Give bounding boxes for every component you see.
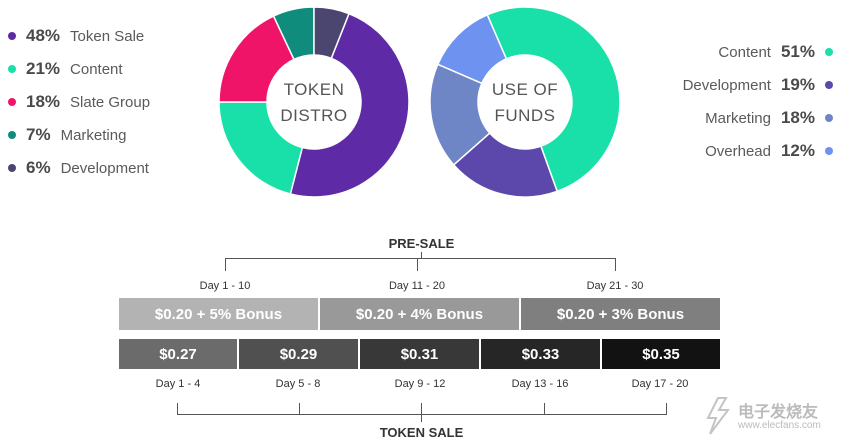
pre-sale-tick-3 [615, 258, 616, 271]
token-sale-tick-4 [544, 403, 545, 415]
token-distro-legend-label: Token Sale [70, 27, 145, 45]
use-of-funds-legend-label: Marketing [705, 109, 771, 127]
pre-sale-price-2: $0.20 + 4% Bonus [320, 298, 519, 330]
token-sale-tick-3 [421, 403, 422, 415]
token-distro-legend-item-token-sale: 48% Token Sale [8, 24, 144, 48]
use-of-funds-legend-dot [825, 81, 833, 89]
use-of-funds-legend-dot [825, 114, 833, 122]
pre-sale-period-1: Day 1 - 10 [199, 280, 251, 292]
token-sale-tick-5 [666, 403, 667, 415]
token-sale-bracket [177, 414, 667, 415]
token-distro-donut [218, 6, 410, 198]
use-of-funds-title-line2: FUNDS [494, 106, 555, 125]
token-distro-legend-dot [8, 98, 16, 106]
token-distro-legend-item-development: 6% Development [8, 156, 149, 180]
token-sale-period-1: Day 1 - 4 [155, 378, 201, 390]
token-distro-legend-value: 7% [26, 125, 51, 144]
use-of-funds-slice-content [486, 6, 621, 193]
token-distro-legend-value: 18% [26, 92, 61, 111]
token-distro-legend-label: Slate Group [70, 93, 151, 111]
pre-sale-period-3: Day 21 - 30 [586, 280, 644, 292]
token-distro-legend-dot [8, 65, 16, 73]
token-sale-price-3: $0.31 [360, 339, 479, 369]
pre-sale-tick-2 [417, 258, 418, 271]
watermark-title: 电子发烧友 [738, 404, 819, 421]
watermark: 电子发烧友 www.elecfans.com [700, 392, 840, 442]
token-sale-period-4: Day 13 - 16 [511, 378, 569, 390]
use-of-funds-legend-value: 19% [780, 75, 815, 94]
pre-sale-period-2: Day 11 - 20 [388, 280, 446, 292]
token-distro-legend-value: 48% [26, 26, 61, 45]
use-of-funds-legend-value: 18% [780, 108, 815, 127]
token-distro-title-line1: TOKEN [284, 80, 345, 99]
pre-sale-tick-1 [225, 258, 226, 271]
token-distro-slice-development [313, 6, 350, 60]
use-of-funds-legend-item-development: Development 19% [640, 73, 833, 97]
token-distro-legend-item-marketing: 7% Marketing [8, 123, 126, 147]
token-distro-legend-label: Development [60, 159, 149, 177]
token-sale-title: TOKEN SALE [379, 425, 464, 440]
token-sale-price-5: $0.35 [602, 339, 720, 369]
donut-charts: TOKEN DISTRO USE OF FUNDS [218, 6, 621, 198]
pre-sale-price-1: $0.20 + 5% Bonus [119, 298, 318, 330]
pre-sale-title: PRE-SALE [388, 236, 455, 251]
token-distro-legend-dot [8, 32, 16, 40]
token-distro-legend-label: Content [70, 60, 123, 78]
token-distro-slice-token-sale [289, 12, 410, 198]
token-distro-slice-content [218, 101, 304, 195]
token-sale-period-5: Day 17 - 20 [631, 378, 689, 390]
pre-sale-price-3: $0.20 + 3% Bonus [521, 298, 720, 330]
token-distro-legend-value: 21% [26, 59, 61, 78]
use-of-funds-legend-value: 12% [780, 141, 815, 160]
token-distro-legend-item-content: 21% Content [8, 57, 123, 81]
token-sale-period-2: Day 5 - 8 [275, 378, 321, 390]
use-of-funds-donut [429, 6, 621, 198]
pre-sale-bracket [225, 258, 616, 259]
pre-sale-connector [421, 252, 422, 258]
token-distro-legend-label: Marketing [60, 126, 127, 144]
token-sale-connector [421, 414, 422, 422]
use-of-funds-legend-item-marketing: Marketing 18% [640, 106, 833, 130]
token-distro-legend-dot [8, 131, 16, 139]
use-of-funds-slice-overhead [436, 13, 508, 85]
token-sale-period-3: Day 9 - 12 [394, 378, 446, 390]
token-distro-legend-item-slate-group: 18% Slate Group [8, 90, 150, 114]
use-of-funds-legend-label: Content [718, 43, 771, 61]
token-sale-price-1: $0.27 [119, 339, 237, 369]
watermark-url: www.elecfans.com [738, 420, 821, 431]
token-distro-legend-dot [8, 164, 16, 172]
use-of-funds-legend-dot [825, 48, 833, 56]
token-sale-price-4: $0.33 [481, 339, 600, 369]
token-sale-tick-1 [177, 403, 178, 415]
token-distro-legend-value: 6% [26, 158, 51, 177]
use-of-funds-legend-dot [825, 147, 833, 155]
use-of-funds-title-line1: USE OF [492, 80, 558, 99]
token-distro-title-line2: DISTRO [280, 106, 347, 125]
token-sale-tick-2 [299, 403, 300, 415]
use-of-funds-legend-item-overhead: Overhead 12% [640, 139, 833, 163]
use-of-funds-legend-label: Overhead [705, 142, 771, 160]
use-of-funds-legend-value: 51% [780, 42, 815, 61]
use-of-funds-legend-item-content: Content 51% [640, 40, 833, 64]
token-sale-price-2: $0.29 [239, 339, 358, 369]
use-of-funds-legend-label: Development [682, 76, 771, 94]
watermark-logo-icon [706, 397, 730, 435]
